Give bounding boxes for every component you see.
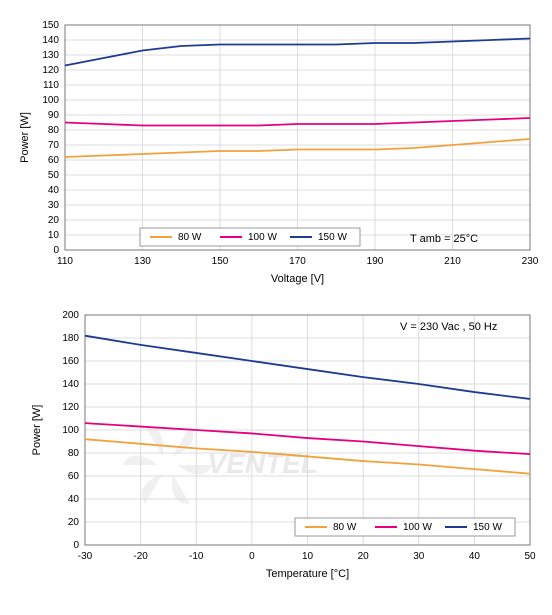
- x-tick-label: 30: [413, 551, 425, 562]
- x-tick-label: 130: [134, 256, 151, 267]
- y-tick-label: 160: [62, 356, 79, 367]
- chart-power-vs-temperature: VENTEL-30-20-100102030405002040608010012…: [10, 300, 538, 595]
- x-tick-label: -20: [133, 551, 148, 562]
- x-axis-label: Voltage [V]: [271, 273, 324, 285]
- legend-label: 80 W: [333, 522, 357, 533]
- y-tick-label: 80: [48, 125, 60, 136]
- chart-annotation: T amb = 25°C: [410, 233, 478, 245]
- y-tick-label: 20: [68, 517, 80, 528]
- x-tick-label: 170: [289, 256, 306, 267]
- y-tick-label: 10: [48, 230, 60, 241]
- y-tick-label: 140: [62, 379, 79, 390]
- chart-annotation: V = 230 Vac , 50 Hz: [400, 321, 497, 333]
- y-tick-label: 120: [42, 65, 59, 76]
- x-tick-label: 20: [358, 551, 370, 562]
- y-tick-label: 180: [62, 333, 79, 344]
- y-tick-label: 60: [48, 155, 60, 166]
- chart-power-vs-voltage: 110 130 150 170 190 210 230 0 10 20 30 40 50 60 70 80 90…: [10, 10, 538, 290]
- y-tick-label: 100: [42, 95, 59, 106]
- y-tick-label: 150: [42, 20, 59, 31]
- legend-label: 80 W: [178, 232, 202, 243]
- x-tick-label: 210: [444, 256, 461, 267]
- y-tick-label: 90: [48, 110, 60, 121]
- x-tick-label: -10: [189, 551, 204, 562]
- x-tick-label: 150: [212, 256, 229, 267]
- y-tick-label: 30: [48, 200, 60, 211]
- y-tick-label: 60: [68, 471, 80, 482]
- y-tick-label: 200: [62, 310, 79, 321]
- y-tick-label: 0: [73, 540, 79, 551]
- x-tick-label: 50: [524, 551, 536, 562]
- y-tick-label: 40: [48, 185, 60, 196]
- y-tick-label: 100: [62, 425, 79, 436]
- y-axis-label: Power [W]: [31, 405, 43, 456]
- legend-label: 100 W: [403, 522, 432, 533]
- y-axis-label: Power [W]: [19, 112, 31, 163]
- x-tick-label: -30: [78, 551, 93, 562]
- y-tick-label: 120: [62, 402, 79, 413]
- y-tick-label: 70: [48, 140, 60, 151]
- y-tick-label: 50: [48, 170, 60, 181]
- y-tick-label: 130: [42, 50, 59, 61]
- x-tick-label: 10: [302, 551, 314, 562]
- y-tick-label: 20: [48, 215, 60, 226]
- y-tick-label: 0: [53, 245, 59, 256]
- y-tick-label: 140: [42, 35, 59, 46]
- y-tick-label: 110: [43, 80, 59, 91]
- y-tick-label: 80: [68, 448, 80, 459]
- legend-label: 150 W: [318, 232, 347, 243]
- legend-label: 150 W: [473, 522, 502, 533]
- x-tick-label: 190: [367, 256, 384, 267]
- x-tick-label: 230: [522, 256, 538, 267]
- x-tick-label: 40: [469, 551, 481, 562]
- x-tick-label: 110: [57, 256, 73, 267]
- y-tick-label: 40: [68, 494, 80, 505]
- legend-label: 100 W: [248, 232, 277, 243]
- x-axis-label: Temperature [°C]: [266, 568, 349, 580]
- x-tick-label: 0: [249, 551, 255, 562]
